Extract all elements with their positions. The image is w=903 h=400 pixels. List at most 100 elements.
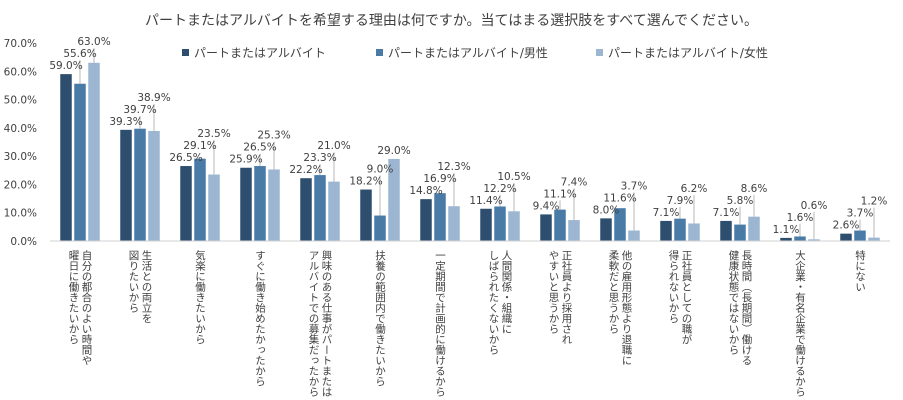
data-label: 1.2% (861, 196, 888, 208)
data-label: 25.3% (257, 130, 290, 142)
data-label: 7.4% (561, 176, 588, 188)
bar (734, 224, 746, 241)
y-tick-label: 0.0% (10, 236, 37, 248)
bar (494, 206, 506, 241)
bar (420, 199, 432, 241)
legend-swatch (182, 49, 189, 56)
bar (794, 236, 806, 241)
bars (60, 62, 880, 241)
bar (300, 178, 312, 241)
leader-lines (79, 48, 875, 240)
bar (360, 189, 372, 241)
data-label: 59.0% (49, 60, 82, 72)
category-label: 他の雇用形態より退職に (621, 249, 633, 365)
bar (60, 74, 72, 241)
data-label: 22.2% (289, 164, 322, 176)
bar (854, 230, 866, 241)
bar (328, 181, 340, 241)
data-label: 10.5% (497, 171, 530, 183)
category-label: やすいと思うから (548, 250, 560, 335)
data-label: 26.5% (243, 142, 276, 154)
data-label: 11.4% (469, 195, 502, 207)
bar (554, 209, 566, 241)
data-label: 3.7% (621, 180, 648, 192)
bar (674, 218, 686, 241)
data-label: 29.1% (183, 140, 216, 152)
data-label: 5.8% (727, 195, 754, 207)
data-label: 39.7% (123, 104, 156, 116)
data-label: 11.1% (543, 188, 576, 200)
data-label: 11.6% (603, 192, 636, 204)
data-label: 14.8% (409, 185, 442, 197)
category-label: すぐに働き始めたかったから (254, 250, 266, 387)
bar (134, 128, 146, 241)
bar (448, 206, 460, 241)
bar (780, 237, 792, 241)
y-axis: 0.0% 10.0% 20.0% 30.0% 40.0% 50.0% 60.0% 70.0% (4, 38, 37, 248)
category-label: 長時間（長期間）働ける (741, 250, 753, 366)
bar (614, 208, 626, 241)
data-label: 63.0% (77, 36, 110, 48)
bar (208, 174, 220, 241)
bar (628, 230, 640, 241)
bar (88, 62, 100, 241)
category-label: 興味のある仕事がパートまたは (321, 250, 333, 397)
chart-title: パートまたはアルバイトを希望する理由は何ですか。当てはまる選択肢をすべて選んでく… (145, 13, 758, 29)
y-tick-label: 20.0% (4, 179, 37, 191)
data-label: 7.1% (653, 207, 680, 219)
legend-label: パートまたはアルバイト/男性 (388, 46, 548, 60)
category-label: 気楽に働きたいから (194, 249, 206, 345)
y-tick-label: 70.0% (4, 38, 37, 50)
bar (148, 130, 160, 241)
data-label: 6.2% (681, 183, 708, 195)
data-label: 7.9% (667, 195, 694, 207)
data-labels: 59.0%55.6%63.0%39.3%39.7%38.9%26.5%29.1%… (49, 36, 887, 236)
legend-label: パートまたはアルバイト/女性 (608, 45, 768, 60)
data-label: 21.0% (317, 140, 350, 152)
bar (508, 211, 520, 241)
category-label: 生活との両立を (141, 249, 153, 323)
data-label: 1.6% (787, 212, 814, 224)
legend-swatch (596, 49, 603, 56)
bar (480, 208, 492, 241)
data-label: 38.9% (137, 92, 170, 104)
category-label: 特にない (854, 250, 866, 292)
data-label: 8.6% (741, 183, 768, 195)
data-label: 3.7% (847, 208, 874, 220)
bar (388, 158, 400, 241)
data-label: 0.6% (801, 200, 828, 212)
bar (240, 167, 252, 241)
category-label: 一定期間で計画的に働けるから (434, 250, 446, 398)
bar (254, 166, 266, 241)
legend: パートまたはアルバイト パートまたはアルバイト/男性 パートまたはアルバイト/女性 (182, 45, 768, 60)
bar (660, 220, 672, 241)
bar (314, 175, 326, 241)
category-label: 正社員としての職が (681, 250, 693, 345)
category-label: アルバイトでの募集だったから (308, 250, 320, 398)
bar (374, 215, 386, 241)
data-label: 2.6% (833, 220, 860, 232)
category-label: 正社員より採用され (561, 250, 573, 345)
category-label: 健康状態ではないから (728, 250, 740, 356)
y-tick-label: 60.0% (4, 66, 37, 78)
y-tick-label: 50.0% (4, 95, 37, 107)
bar (194, 158, 206, 241)
bar (688, 223, 700, 241)
category-label: 得られないから (668, 250, 680, 324)
y-tick-label: 10.0% (4, 208, 37, 220)
bar (120, 129, 132, 241)
category-label: しばられたくないから (488, 250, 500, 356)
category-label: 柔軟だと思うから (608, 250, 620, 335)
data-label: 12.3% (437, 161, 470, 173)
bar (74, 83, 86, 241)
bar (720, 220, 732, 241)
bar (748, 216, 760, 241)
bar (568, 220, 580, 241)
data-label: 12.2% (483, 183, 516, 195)
legend-label: パートまたはアルバイト (194, 46, 326, 60)
bar (540, 214, 552, 241)
category-label: 扶養の範囲内で働きたいから (374, 249, 386, 387)
data-label: 55.6% (63, 48, 96, 60)
bar (434, 193, 446, 241)
